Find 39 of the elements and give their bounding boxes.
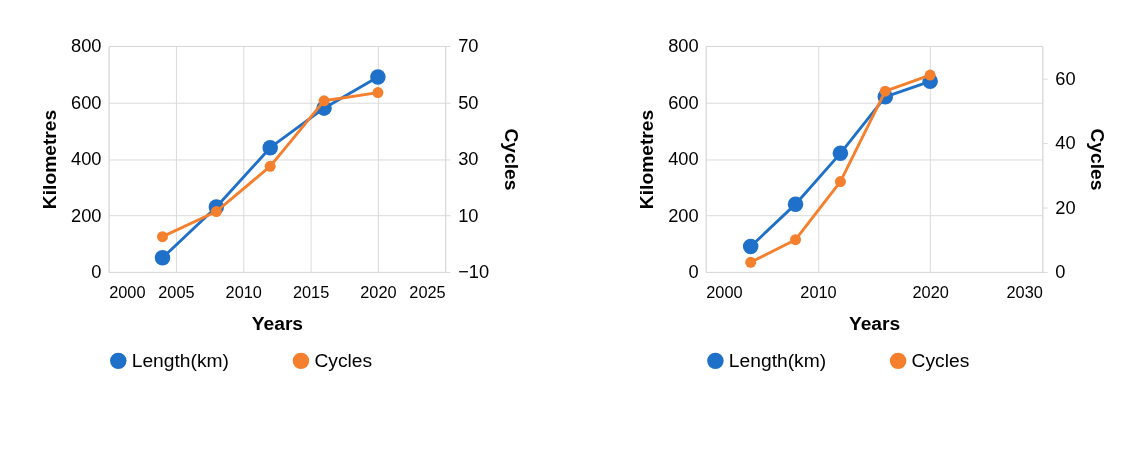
x-tick-label: 2020	[912, 283, 949, 302]
legend-label: Length(km)	[131, 349, 229, 371]
y2-tick-label: 50	[458, 91, 479, 113]
y-tick-label: 200	[70, 204, 102, 226]
y2-axis-title: Cycles	[500, 128, 522, 191]
y2-tick-label: 0	[1055, 261, 1066, 283]
y2-tick-label: 10	[458, 204, 479, 226]
y2-tick-label: −10	[458, 261, 490, 283]
legend-label: Cycles	[911, 349, 970, 371]
y-tick-label: 400	[70, 148, 102, 170]
y-tick-label: 400	[668, 148, 699, 170]
y2-axis-title: Cycles	[1087, 128, 1109, 191]
y-tick-label: 800	[70, 35, 102, 57]
x-tick-label: 2030	[1006, 283, 1043, 302]
x-tick-label: 2015	[292, 283, 330, 302]
x-tick-label: 2000	[706, 283, 743, 302]
x-axis-title: Years	[848, 313, 901, 335]
y2-tick-label: 70	[458, 35, 479, 57]
y-tick-label: 600	[70, 91, 102, 113]
y2-tick-label: 40	[1055, 132, 1076, 154]
legend-label: Cycles	[314, 349, 373, 371]
y-tick-label: 0	[688, 261, 699, 283]
x-tick-label: 2010	[800, 283, 837, 302]
y-tick-label: 0	[91, 261, 102, 283]
y-axis-title: Kilometres	[635, 109, 657, 210]
y-tick-label: 600	[668, 91, 699, 113]
y2-tick-label: 30	[458, 148, 479, 170]
y2-tick-label: 20	[1055, 196, 1076, 218]
legend-label: Length(km)	[728, 349, 827, 371]
y-tick-label: 800	[668, 35, 699, 57]
y-tick-label: 200	[668, 204, 699, 226]
x-tick-label: 2000	[109, 283, 146, 302]
x-tick-label: 2020	[360, 283, 397, 302]
y2-tick-label: 60	[1055, 67, 1076, 89]
x-axis-title: Years	[251, 313, 304, 335]
x-tick-label: 2010	[225, 283, 262, 302]
x-tick-label: 2025	[409, 283, 446, 302]
y-axis-title: Kilometres	[38, 109, 60, 210]
x-tick-label: 2005	[158, 283, 195, 302]
